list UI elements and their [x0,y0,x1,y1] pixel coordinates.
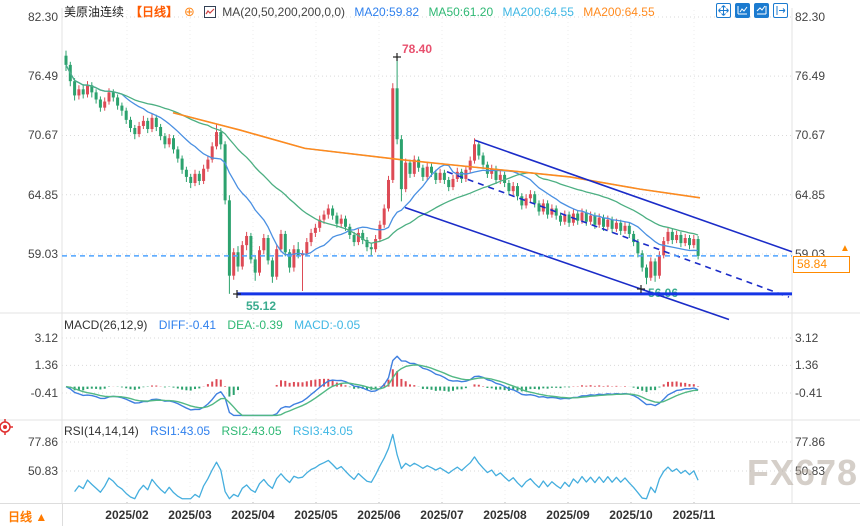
month-label[interactable]: 2025/08 [483,508,527,522]
macd-tick-label: 3.12 [795,331,819,345]
exit-fullscreen-button[interactable] [773,3,788,18]
macd-tick-label: -0.41 [795,386,823,400]
main-legend: 美原油连续 【日线】 ⊕ MA(20,50,200,200,0,0) MA20:59… [64,4,661,20]
price-up-marker: ▲ [840,243,850,254]
timeline-divider [62,504,63,526]
month-label[interactable]: 2025/10 [609,508,653,522]
month-label[interactable]: 2025/05 [294,508,338,522]
ma200b-value: MA200:64.55 [583,5,655,19]
kline-icon [204,6,217,22]
macd-tick-label: 1.36 [795,358,819,373]
ma50-value: MA50:61.20 [428,5,494,19]
month-label[interactable]: 2025/03 [168,508,212,522]
ma-settings-label: MA(20,50,200,200,0,0) [222,5,346,19]
timeline-bar: 日线 ▲ 2025/02 2025/03 2025/04 2025/05 2025/06… [0,503,860,526]
period-tag[interactable]: 【日线】 [130,5,179,19]
rsi-title: RSI(14,14,14) [64,424,139,438]
price-tick-label: 64.85 [795,187,826,202]
price-tick-label: 70.67 [795,128,826,143]
rsi-tick-label: 50.83 [27,464,58,478]
chart-toolbar [716,3,788,18]
month-label[interactable]: 2025/09 [546,508,590,522]
rsi1-value: RSI1:43.05 [150,424,211,438]
pan-move-button[interactable] [716,3,731,18]
price-tick-label: 70.67 [27,128,58,143]
period-selector[interactable]: 日线 ▲ [8,510,48,524]
current-price-badge: 58.84 [793,256,850,273]
price-tick-label: 82.30 [27,10,58,24]
month-label[interactable]: 2025/06 [357,508,401,522]
month-label[interactable]: 2025/04 [231,508,275,522]
add-indicator-icon[interactable]: ⊕ [184,4,195,19]
month-label[interactable]: 2025/07 [420,508,464,522]
symbol-name: 美原油连续 [64,5,125,19]
price-tick-label: 76.49 [795,69,826,84]
macd-tick-label: 1.36 [34,358,58,373]
price-tick-label: 82.30 [795,10,826,24]
period-up-arrow-icon: ▲ [35,510,48,524]
month-label[interactable]: 2025/11 [672,508,716,522]
macd-legend: MACD(26,12,9) DIFF:-0.41 DEA:-0.39 MACD:… [64,318,368,332]
rsi-tick-label: 77.86 [795,435,826,449]
macd-hist-value: MACD:-0.05 [294,318,361,332]
macd-diff-value: DIFF:-0.41 [158,318,217,332]
svg-text:55.12: 55.12 [246,299,276,313]
macd-tick-label: 3.12 [34,331,58,345]
svg-text:78.40: 78.40 [402,42,432,56]
rsi-legend: RSI(14,14,14) RSI1:43.05 RSI2:43.05 RSI3… [64,424,361,438]
axis-scale-right-button[interactable] [754,3,769,18]
ma20-value: MA20:59.82 [354,5,420,19]
watermark: FX678 [746,452,858,493]
rsi3-value: RSI3:43.05 [292,424,353,438]
macd-title: MACD(26,12,9) [64,318,148,332]
rsi-tick-label: 77.86 [27,435,58,449]
month-label[interactable]: 2025/02 [105,508,149,522]
price-tick-label: 64.85 [27,187,58,202]
macd-dea-value: DEA:-0.39 [227,318,283,332]
price-tick-label: 76.49 [27,69,58,84]
alert-target-icon[interactable] [0,418,14,439]
axis-scale-left-button[interactable] [735,3,750,18]
price-tick-label: 59.03 [27,247,58,261]
macd-tick-label: -0.41 [30,386,58,400]
ma200-value: MA200:64.55 [502,5,574,19]
rsi2-value: RSI2:43.05 [221,424,282,438]
rsi-tick-label: 50.83 [795,464,826,478]
